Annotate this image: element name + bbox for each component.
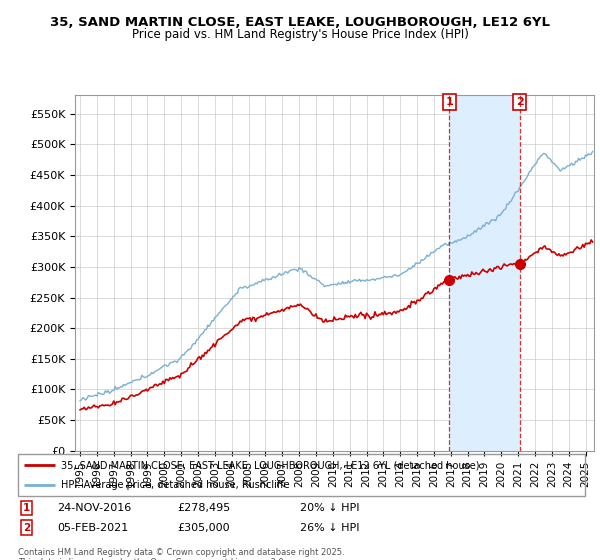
Text: 26% ↓ HPI: 26% ↓ HPI bbox=[300, 522, 359, 533]
Text: 35, SAND MARTIN CLOSE, EAST LEAKE, LOUGHBOROUGH, LE12 6YL (detached house): 35, SAND MARTIN CLOSE, EAST LEAKE, LOUGH… bbox=[61, 460, 479, 470]
Text: Contains HM Land Registry data © Crown copyright and database right 2025.
This d: Contains HM Land Registry data © Crown c… bbox=[18, 548, 344, 560]
Text: 35, SAND MARTIN CLOSE, EAST LEAKE, LOUGHBOROUGH, LE12 6YL: 35, SAND MARTIN CLOSE, EAST LEAKE, LOUGH… bbox=[50, 16, 550, 29]
Text: 2: 2 bbox=[23, 522, 30, 533]
Text: 20% ↓ HPI: 20% ↓ HPI bbox=[300, 503, 359, 513]
Text: 2: 2 bbox=[515, 97, 523, 107]
Text: 05-FEB-2021: 05-FEB-2021 bbox=[57, 522, 128, 533]
Text: £278,495: £278,495 bbox=[177, 503, 230, 513]
Text: Price paid vs. HM Land Registry's House Price Index (HPI): Price paid vs. HM Land Registry's House … bbox=[131, 28, 469, 41]
Bar bbox=[449, 95, 520, 451]
Text: 1: 1 bbox=[23, 503, 30, 513]
Text: 24-NOV-2016: 24-NOV-2016 bbox=[57, 503, 131, 513]
Text: 1: 1 bbox=[446, 97, 453, 107]
Text: HPI: Average price, detached house, Rushcliffe: HPI: Average price, detached house, Rush… bbox=[61, 480, 289, 490]
Text: £305,000: £305,000 bbox=[177, 522, 230, 533]
